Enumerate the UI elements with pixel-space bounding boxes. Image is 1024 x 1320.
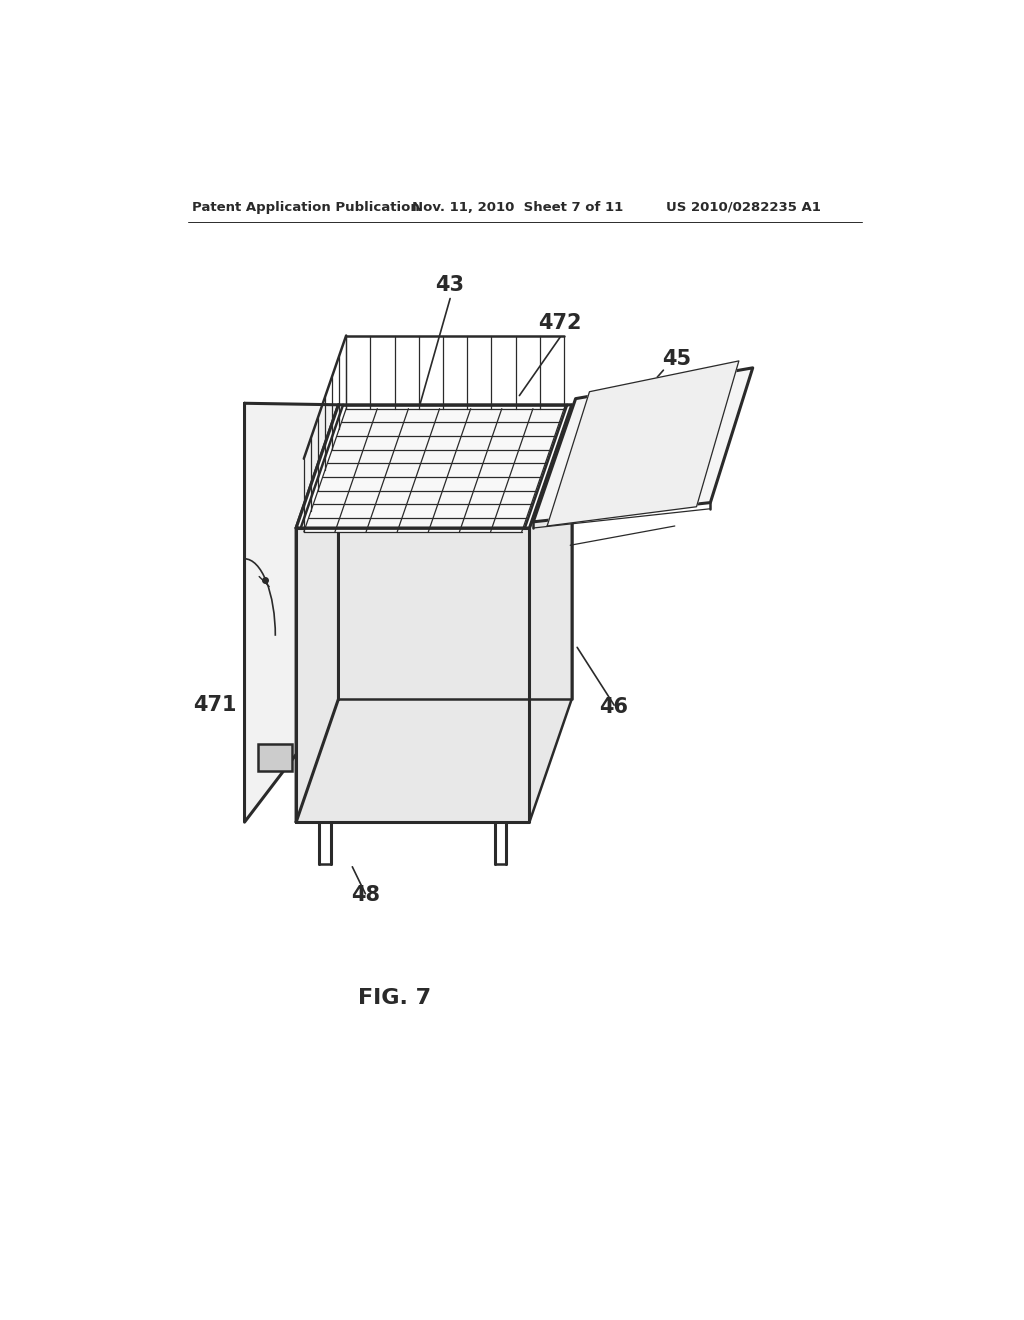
Polygon shape — [547, 360, 739, 525]
Text: US 2010/0282235 A1: US 2010/0282235 A1 — [666, 201, 820, 214]
Polygon shape — [304, 409, 564, 532]
Text: FIG. 7: FIG. 7 — [357, 987, 431, 1008]
Text: 45: 45 — [662, 348, 691, 368]
Text: 48: 48 — [351, 886, 380, 906]
Polygon shape — [529, 405, 571, 822]
Polygon shape — [534, 368, 753, 521]
Polygon shape — [296, 405, 339, 822]
Polygon shape — [296, 405, 571, 528]
Polygon shape — [296, 528, 529, 822]
Text: 471: 471 — [194, 696, 237, 715]
Bar — [258, 743, 292, 771]
Text: 46: 46 — [600, 697, 629, 717]
Polygon shape — [245, 404, 339, 822]
Text: 472: 472 — [539, 313, 582, 334]
Text: 43: 43 — [435, 275, 465, 294]
Text: Nov. 11, 2010  Sheet 7 of 11: Nov. 11, 2010 Sheet 7 of 11 — [412, 201, 623, 214]
Text: Patent Application Publication: Patent Application Publication — [193, 201, 420, 214]
Polygon shape — [339, 405, 571, 700]
